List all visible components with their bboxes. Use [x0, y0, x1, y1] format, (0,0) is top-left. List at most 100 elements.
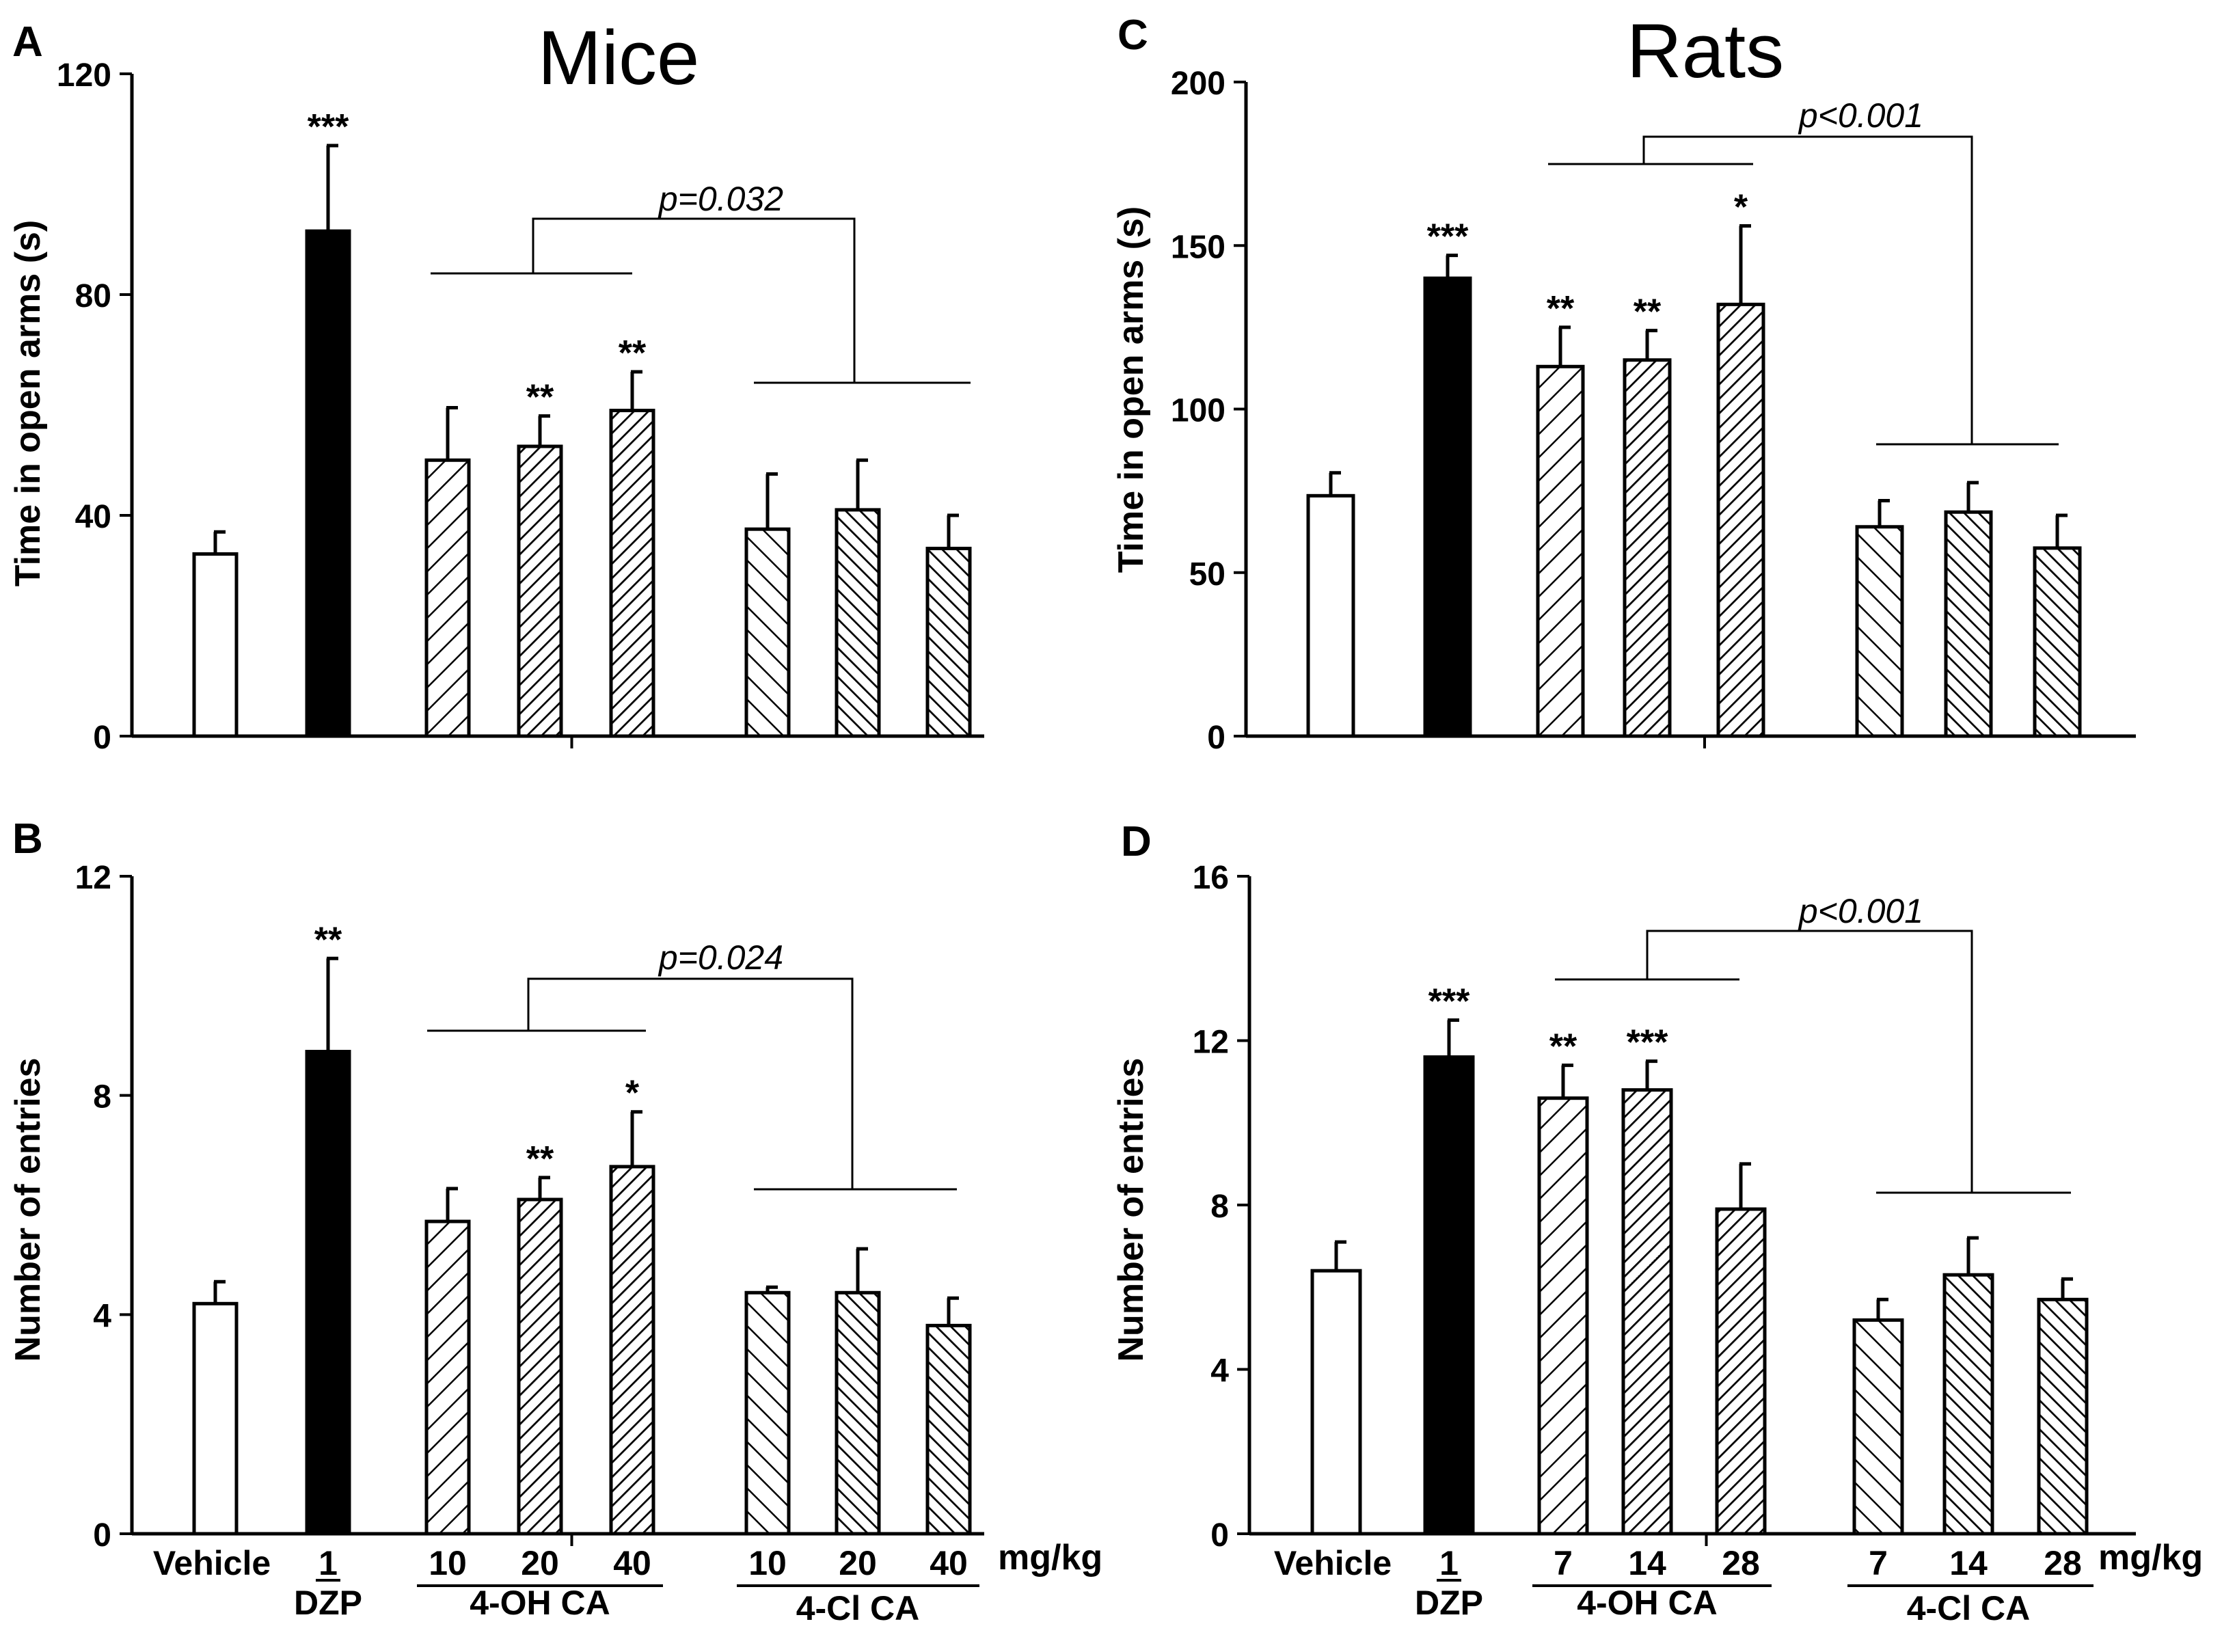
bar [305, 1050, 351, 1536]
y-tick-label: 16 [1193, 860, 1229, 896]
x-label-oh-dose: 20 [521, 1544, 559, 1582]
x-label-dzp: DZP [1415, 1584, 1483, 1622]
significance-stars: ** [314, 920, 342, 960]
x-label-vehicle: Vehicle [1274, 1544, 1392, 1582]
bar [1536, 364, 1585, 738]
bar [1852, 1318, 1904, 1536]
panel-letter-b: B [12, 815, 43, 863]
y-tick-label: 0 [1207, 720, 1225, 756]
significance-stars: *** [1428, 981, 1470, 1021]
bar [925, 546, 972, 738]
x-label-cl-dose: 40 [930, 1544, 968, 1582]
x-label-oh-dose: 7 [1554, 1544, 1573, 1582]
panel-letter-d: D [1121, 818, 1152, 865]
y-tick-label: 50 [1189, 556, 1225, 593]
x-label-oh-group: 4-OH CA [470, 1584, 610, 1622]
bar [1716, 302, 1765, 738]
bar [1423, 1055, 1475, 1536]
y-tick-label: 150 [1171, 229, 1225, 265]
x-label-cl-dose: 10 [748, 1544, 787, 1582]
significance-stars: ** [1547, 289, 1575, 329]
comparison-p-value: p<0.001 [1798, 96, 1923, 135]
comparison-p-value: p=0.024 [658, 938, 783, 977]
x-label-oh-dose: 40 [613, 1544, 651, 1582]
significance-stars: *** [1427, 217, 1469, 257]
y-tick-label: 120 [57, 57, 111, 94]
panel-letter-a: A [12, 18, 43, 66]
comparison-bracket [1642, 135, 1973, 444]
x-label-cl-dose: 28 [2044, 1544, 2082, 1582]
bar [2037, 1297, 2089, 1536]
bar [1715, 1207, 1767, 1536]
bar [1537, 1096, 1589, 1536]
y-tick-label: 100 [1171, 393, 1225, 429]
y-axis-label: Number of entries [1111, 1058, 1151, 1362]
x-label-cl-group: 4-Cl CA [796, 1589, 920, 1627]
y-tick-label: 40 [75, 499, 111, 535]
bar [744, 527, 791, 738]
y-tick-label: 200 [1171, 66, 1225, 102]
bar [1623, 358, 1672, 738]
bar [835, 508, 881, 738]
comparison-bracket [532, 217, 856, 383]
bar [305, 229, 351, 738]
bar [1621, 1088, 1673, 1536]
y-tick-label: 12 [1193, 1025, 1229, 1061]
y-tick-label: 0 [1210, 1517, 1229, 1554]
significance-stars: *** [1627, 1023, 1668, 1063]
x-label-dzp: DZP [294, 1584, 362, 1622]
bar [1855, 525, 1904, 738]
bar [744, 1290, 791, 1536]
x-label-cl-group: 4-Cl CA [1907, 1589, 2031, 1627]
bar [925, 1323, 972, 1536]
y-tick-label: 12 [75, 860, 111, 896]
bar [2033, 546, 2082, 738]
mice-title: Mice [538, 15, 699, 100]
significance-stars: * [1734, 188, 1748, 228]
bar [517, 444, 563, 738]
bar [1423, 276, 1472, 738]
comparison-bracket [527, 977, 854, 1189]
bar [1942, 1273, 1994, 1536]
bar [1306, 493, 1355, 738]
y-axis-label: Time in open arms (s) [8, 220, 48, 587]
comparison-p-value: p=0.032 [658, 180, 783, 218]
significance-stars: ** [526, 1139, 554, 1179]
y-tick-label: 8 [1210, 1189, 1229, 1225]
x-label-oh-dose: 10 [429, 1544, 467, 1582]
bar [424, 458, 471, 738]
y-tick-label: 8 [93, 1079, 111, 1115]
y-tick-label: 4 [1210, 1353, 1229, 1390]
significance-stars: * [625, 1074, 640, 1113]
significance-stars: ** [1549, 1027, 1577, 1067]
x-label-dzp-dose: 1 [1439, 1544, 1459, 1582]
bar [192, 552, 239, 738]
x-label-oh-dose: 14 [1628, 1544, 1666, 1582]
significance-stars: ** [526, 378, 554, 418]
x-label-vehicle: Vehicle [153, 1544, 271, 1582]
dose-unit-right: mg/kg [2098, 1538, 2203, 1577]
y-tick-label: 0 [93, 720, 111, 756]
x-label-cl-dose: 20 [839, 1544, 877, 1582]
bar [517, 1197, 563, 1536]
bar [609, 1165, 655, 1536]
panel-letter-c: C [1117, 12, 1148, 59]
y-tick-label: 0 [93, 1517, 111, 1554]
comparison-bracket [1646, 930, 1973, 1193]
y-tick-label: 80 [75, 278, 111, 314]
y-axis-label: Time in open arms (s) [1111, 206, 1151, 573]
y-axis-label: Number of entries [8, 1058, 48, 1362]
significance-stars: ** [619, 334, 647, 373]
x-label-cl-dose: 14 [1949, 1544, 1988, 1582]
dose-unit-left: mg/kg [998, 1538, 1102, 1577]
bar [835, 1290, 881, 1536]
comparison-p-value: p<0.001 [1798, 892, 1923, 930]
bar [424, 1219, 471, 1536]
significance-stars: *** [308, 107, 349, 147]
rats-title: Rats [1627, 8, 1784, 94]
